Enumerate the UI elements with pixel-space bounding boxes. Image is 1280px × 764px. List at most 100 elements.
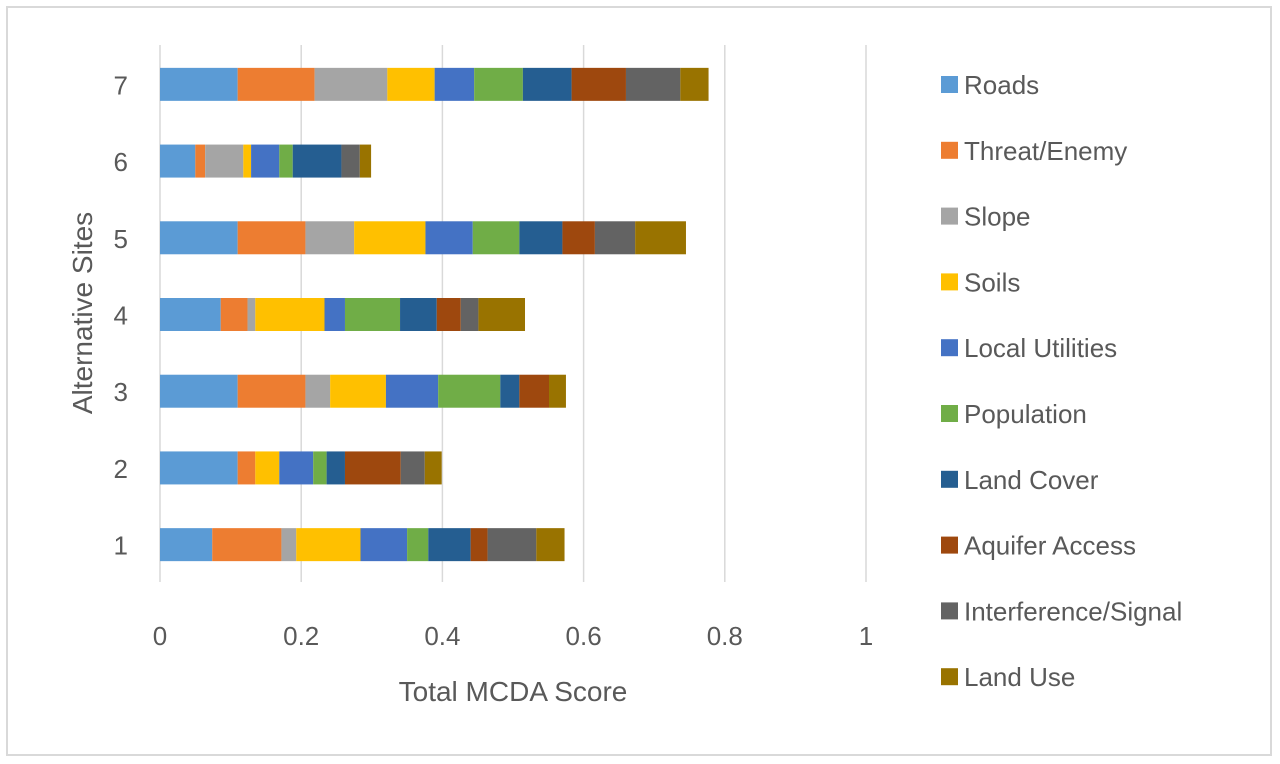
legend-label: Interference/Signal [964, 596, 1182, 626]
legend-label: Slope [964, 202, 1031, 232]
x-tick-label: 0 [153, 621, 167, 651]
chart-frame [6, 6, 1272, 756]
bar-segment [519, 221, 563, 255]
legend-item: Population [941, 399, 1087, 429]
bar-segment [237, 221, 306, 255]
legend-label: Land Use [964, 662, 1075, 692]
bar-segment [324, 298, 345, 331]
bar-segment [436, 298, 461, 331]
bar-segment [305, 221, 355, 255]
bar-segment [549, 374, 566, 408]
y-tick-label: 6 [114, 147, 128, 177]
bar-segment [594, 221, 636, 255]
bar-segment [400, 451, 425, 485]
bar-segment [212, 528, 282, 562]
x-tick-label: 1 [859, 621, 873, 651]
x-tick-label: 0.6 [566, 621, 602, 651]
bar-segment [407, 528, 429, 562]
bar-segment [385, 374, 439, 408]
legend-item: Threat/Enemy [941, 136, 1127, 166]
legend-item: Interference/Signal [941, 596, 1182, 626]
bar-segment [160, 451, 238, 485]
bar-segment [251, 144, 280, 178]
bar-segment [326, 451, 345, 485]
bar-segment [220, 298, 248, 331]
legend-swatch [941, 76, 958, 93]
legend-item: Soils [941, 267, 1020, 297]
bar-segment [313, 451, 327, 485]
bar-segment [500, 374, 520, 408]
bar-segment [625, 67, 681, 101]
bar-segment [470, 528, 488, 562]
legend-swatch [941, 405, 958, 422]
bar-segment [195, 144, 206, 178]
bar-segment [330, 374, 386, 408]
y-tick-label: 1 [114, 531, 128, 561]
x-tick-label: 0.4 [424, 621, 460, 651]
legend-swatch [941, 273, 958, 291]
legend: Roads Threat/Enemy Slope Soils Local Utiliti… [941, 70, 1182, 692]
bar-segment [205, 144, 244, 178]
legend-label: Roads [964, 70, 1039, 100]
bar-segment [425, 221, 473, 255]
legend-swatch [941, 668, 958, 686]
bar-segment [387, 67, 435, 101]
bar-segment [296, 528, 361, 562]
y-tick-labels: 1 2 3 4 5 6 7 [114, 70, 128, 560]
bar-segment [354, 221, 426, 255]
bar-segment [571, 67, 626, 101]
legend-item: Local Utilities [941, 333, 1117, 363]
x-tick-label: 0.2 [283, 621, 319, 651]
bar-segment [305, 374, 331, 408]
bar-segment [472, 221, 520, 255]
bar-segment [424, 451, 442, 485]
bar-segment [255, 298, 325, 331]
legend-label: Local Utilities [964, 333, 1117, 363]
legend-swatch [941, 339, 958, 357]
legend-label: Aquifer Access [964, 531, 1136, 561]
bar-segment [160, 374, 238, 408]
y-tick-label: 2 [114, 454, 128, 484]
x-tick-label: 0.8 [707, 621, 743, 651]
legend-swatch [941, 470, 958, 488]
y-tick-label: 7 [114, 70, 128, 100]
bar-segment [438, 374, 501, 408]
bar-segment [247, 298, 256, 331]
bar-segment [281, 528, 297, 562]
bar-segment [487, 528, 537, 562]
bar-segment [635, 221, 686, 255]
bar-segment [237, 374, 306, 408]
gridlines [159, 45, 867, 582]
bar-segment [522, 67, 572, 101]
legend-swatch [941, 602, 958, 620]
bar-segment [344, 298, 401, 331]
bar-segment [428, 528, 471, 562]
legend-swatch [941, 207, 958, 225]
bar-segment [341, 144, 360, 178]
legend-item: Roads [941, 70, 1039, 100]
x-tick-labels: 0 0.2 0.4 0.6 0.8 1 [153, 621, 873, 651]
legend-label: Land Cover [964, 465, 1099, 495]
bar-segment [519, 374, 550, 408]
bar-segment [160, 67, 238, 101]
legend-label: Soils [964, 267, 1020, 297]
bar-segment [359, 144, 372, 178]
y-tick-label: 4 [114, 301, 128, 331]
bar-segment [160, 298, 221, 331]
bar-segment [255, 451, 280, 485]
bar-segment [314, 67, 388, 101]
legend-label: Threat/Enemy [964, 136, 1127, 166]
bar-segment [474, 67, 523, 101]
y-tick-label: 5 [114, 224, 128, 254]
legend-item: Slope [941, 202, 1031, 232]
legend-item: Land Use [941, 662, 1075, 692]
bar-segment [243, 144, 252, 178]
legend-label: Population [964, 399, 1087, 429]
legend-swatch [941, 536, 958, 554]
bar-segment [279, 144, 293, 178]
x-axis-label: Total MCDA Score [399, 676, 628, 707]
bar-segment [160, 528, 213, 562]
bar-segment [478, 298, 526, 331]
bar-segment [344, 451, 401, 485]
